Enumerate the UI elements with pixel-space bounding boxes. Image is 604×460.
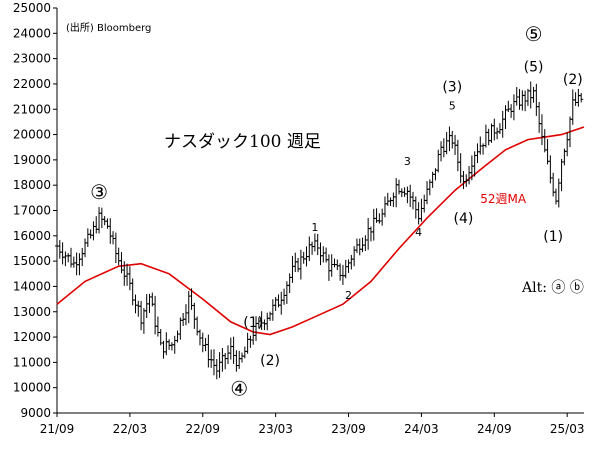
wave-label: (4) bbox=[454, 211, 474, 227]
wave-label: ④ bbox=[230, 376, 248, 400]
y-tick-label: 16000 bbox=[13, 229, 51, 243]
price-bars bbox=[55, 81, 584, 380]
wave-label: 4 bbox=[415, 226, 422, 239]
ma52-label: 52週MA bbox=[480, 192, 527, 206]
y-tick-label: 9000 bbox=[20, 406, 51, 420]
ma52-line bbox=[56, 126, 585, 336]
moving-average-layer: 52週MA bbox=[56, 126, 585, 336]
y-tick-label: 24000 bbox=[13, 26, 51, 40]
wave-label: 3 bbox=[404, 155, 411, 168]
source-note: (出所) Bloomberg bbox=[66, 21, 151, 34]
wave-label: 2 bbox=[345, 289, 352, 302]
y-tick-label: 23000 bbox=[13, 52, 51, 66]
wave-label: (1) bbox=[243, 315, 263, 331]
wave-label: (2) bbox=[563, 72, 583, 88]
x-tick-label: 22/09 bbox=[185, 422, 220, 436]
wave-label: (3) bbox=[442, 80, 462, 96]
wave-label: 5 bbox=[449, 99, 456, 112]
x-tick-label: 23/03 bbox=[258, 422, 293, 436]
y-tick-label: 19000 bbox=[13, 153, 51, 167]
y-tick-label: 10000 bbox=[13, 381, 51, 395]
y-tick-label: 11000 bbox=[13, 355, 51, 369]
wave-label: 1 bbox=[311, 221, 318, 234]
y-tick-label: 18000 bbox=[13, 178, 51, 192]
y-tick-label: 22000 bbox=[13, 77, 51, 91]
wave-label: ⑤ bbox=[525, 22, 543, 46]
y-tick-label: 15000 bbox=[13, 254, 51, 268]
alt-wave-label: Alt: ⓐ ⓑ bbox=[521, 280, 584, 296]
y-tick-label: 13000 bbox=[13, 305, 51, 319]
chart-title: ナスダック100 週足 bbox=[164, 132, 321, 152]
x-tick-label: 23/09 bbox=[331, 422, 366, 436]
x-tick-label: 24/03 bbox=[404, 422, 439, 436]
y-tick-label: 20000 bbox=[13, 128, 51, 142]
y-tick-label: 14000 bbox=[13, 279, 51, 293]
y-tick-label: 25000 bbox=[13, 1, 51, 15]
x-tick-label: 22/03 bbox=[113, 422, 148, 436]
y-tick-label: 21000 bbox=[13, 102, 51, 116]
x-tick-label: 24/09 bbox=[477, 422, 512, 436]
x-tick-label: 25/03 bbox=[550, 422, 585, 436]
wave-label: (2) bbox=[260, 353, 280, 369]
y-tick-label: 17000 bbox=[13, 204, 51, 218]
y-tick-label: 12000 bbox=[13, 330, 51, 344]
annotations: ③ ④ ⑤ (1) (2) (3) (4) (5) (1) (2) 1 2 3 4 5 bbox=[90, 22, 583, 400]
wave-label: (1) bbox=[543, 229, 563, 245]
wave-label: ③ bbox=[90, 180, 108, 204]
axes: 9000 10000 11000 12000 13000 14000 15000 16000 1… bbox=[13, 1, 585, 436]
wave-label: (5) bbox=[524, 59, 544, 75]
x-tick-label: 21/09 bbox=[40, 422, 75, 436]
